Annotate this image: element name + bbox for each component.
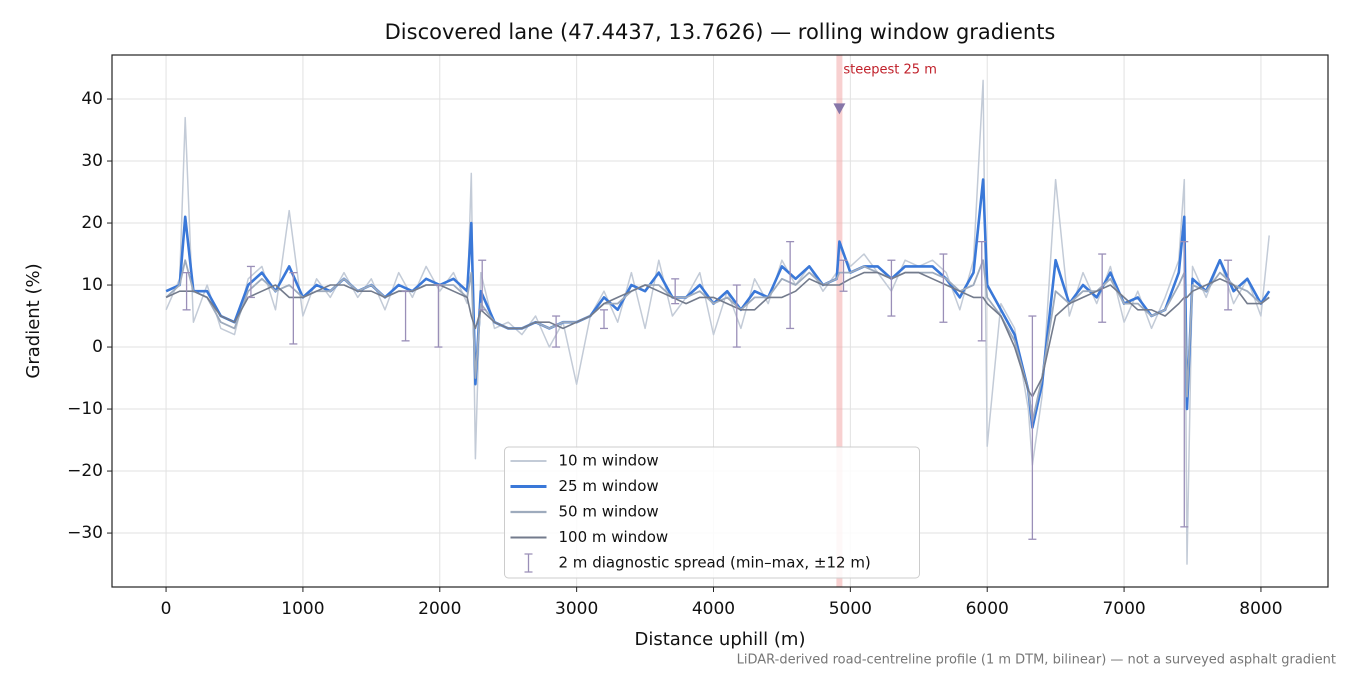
error-bar — [1028, 315, 1037, 540]
error-bar — [1224, 259, 1233, 311]
x-tick-label: 5000 — [829, 599, 872, 619]
chart-title: Discovered lane (47.4437, 13.7626) — rol… — [385, 20, 1056, 44]
error-bar — [887, 259, 896, 317]
x-tick-label: 2000 — [418, 599, 461, 619]
error-bar — [246, 265, 255, 299]
error-bar — [1180, 240, 1189, 528]
error-bar — [434, 284, 443, 348]
error-bar — [939, 253, 948, 323]
y-tick-label: 10 — [81, 275, 103, 295]
error-bar — [600, 309, 609, 330]
x-tick-label: 0 — [161, 599, 172, 619]
error-bar — [401, 290, 410, 342]
x-tick-label: 6000 — [966, 599, 1009, 619]
error-bar — [786, 240, 795, 330]
error-bar — [552, 315, 561, 348]
y-tick-label: 40 — [81, 89, 103, 109]
legend: 10 m window 25 m window 50 m window 100 m w… — [504, 446, 920, 579]
steepest-band — [836, 55, 843, 587]
legend-label: 25 m window — [559, 477, 659, 495]
steepest-marker — [833, 103, 846, 115]
y-tick-label: 0 — [92, 337, 103, 357]
x-tick-label: 1000 — [281, 599, 324, 619]
error-bar — [1098, 253, 1107, 323]
series-line — [165, 259, 1270, 423]
error-bar — [839, 259, 848, 292]
legend-swatch — [524, 553, 533, 573]
legend-label: 50 m window — [559, 503, 659, 521]
y-tick-label: 20 — [81, 213, 103, 233]
x-tick-label: 7000 — [1102, 599, 1145, 619]
error-bar — [182, 271, 191, 311]
series-line — [165, 178, 1271, 429]
y-tick-label: −30 — [67, 523, 103, 543]
y-axis-label: Gradient (%) — [23, 263, 44, 378]
error-bar — [977, 240, 986, 342]
series-line — [165, 271, 1270, 398]
annotation-label: steepest 25 m — [843, 63, 936, 78]
y-tick-label: −10 — [67, 399, 103, 419]
error-bar — [478, 259, 487, 311]
error-bar — [671, 278, 680, 305]
legend-label: 2 m diagnostic spread (min–max, ±12 m) — [559, 554, 871, 572]
x-tick-label: 8000 — [1239, 599, 1282, 619]
y-tick-label: −20 — [67, 461, 103, 481]
legend-label: 100 m window — [559, 528, 669, 546]
error-bar — [289, 271, 298, 345]
legend-label: 10 m window — [559, 452, 659, 470]
y-tick-label: 30 — [81, 151, 103, 171]
series-line — [165, 79, 1270, 565]
x-tick-label: 3000 — [555, 599, 598, 619]
x-axis-label: Distance uphill (m) — [635, 629, 806, 650]
footnote: LiDAR-derived road-centreline profile (1… — [737, 653, 1336, 668]
legend-box — [504, 446, 920, 579]
x-tick-label: 4000 — [692, 599, 735, 619]
error-bar — [732, 284, 741, 348]
plot-frame — [111, 54, 1329, 588]
